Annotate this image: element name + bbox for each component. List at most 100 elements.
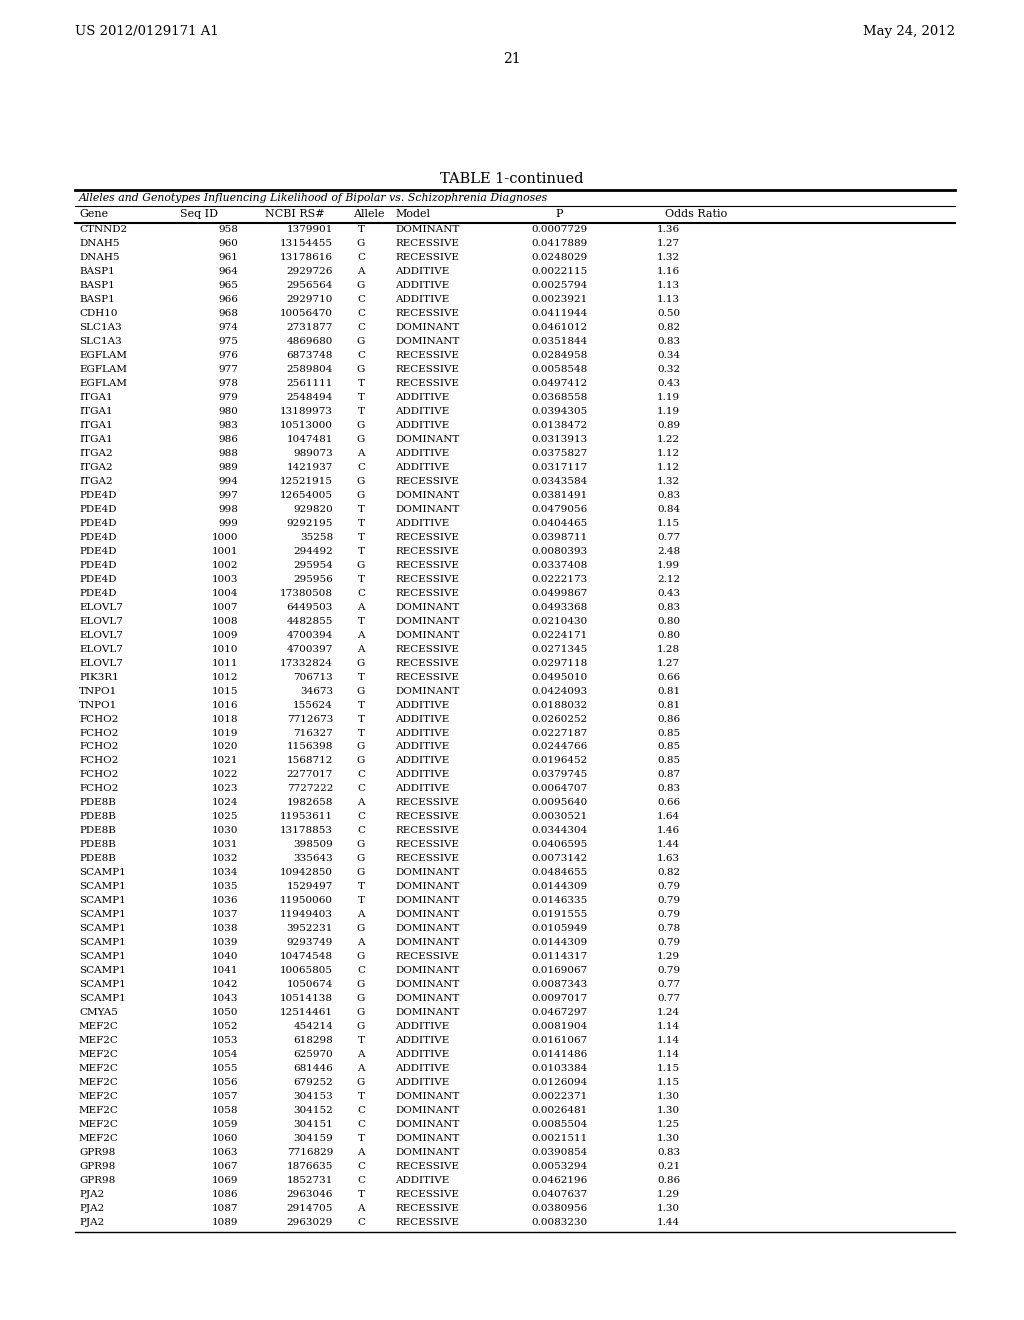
Text: 304152: 304152 xyxy=(293,1106,333,1115)
Text: 0.0351844: 0.0351844 xyxy=(531,337,588,346)
Text: ADDITIVE: ADDITIVE xyxy=(395,1051,450,1059)
Text: 980: 980 xyxy=(218,407,238,416)
Text: 979: 979 xyxy=(218,393,238,401)
Text: 0.82: 0.82 xyxy=(656,323,680,331)
Text: 0.0064707: 0.0064707 xyxy=(531,784,588,793)
Text: SCAMP1: SCAMP1 xyxy=(79,882,126,891)
Text: 0.43: 0.43 xyxy=(656,589,680,598)
Text: 1.15: 1.15 xyxy=(656,1078,680,1088)
Text: 0.0398711: 0.0398711 xyxy=(531,533,588,541)
Text: T: T xyxy=(357,673,365,681)
Text: G: G xyxy=(356,869,366,878)
Text: 0.82: 0.82 xyxy=(656,869,680,878)
Text: 7712673: 7712673 xyxy=(287,714,333,723)
Text: 0.79: 0.79 xyxy=(656,939,680,948)
Text: 1055: 1055 xyxy=(212,1064,238,1073)
Text: 0.21: 0.21 xyxy=(656,1162,680,1171)
Text: 1050674: 1050674 xyxy=(287,981,333,989)
Text: 1059: 1059 xyxy=(212,1121,238,1129)
Text: 1010: 1010 xyxy=(212,644,238,653)
Text: C: C xyxy=(357,1106,365,1115)
Text: 968: 968 xyxy=(218,309,238,318)
Text: 618298: 618298 xyxy=(293,1036,333,1045)
Text: 0.0368558: 0.0368558 xyxy=(531,393,588,401)
Text: 988: 988 xyxy=(218,449,238,458)
Text: 1.46: 1.46 xyxy=(656,826,680,836)
Text: 1.25: 1.25 xyxy=(656,1121,680,1129)
Text: 1031: 1031 xyxy=(212,841,238,849)
Text: ELOVL7: ELOVL7 xyxy=(79,644,123,653)
Text: 155624: 155624 xyxy=(293,701,333,710)
Text: PIK3R1: PIK3R1 xyxy=(79,673,119,681)
Text: 1009: 1009 xyxy=(212,631,238,640)
Text: 0.0021511: 0.0021511 xyxy=(531,1134,588,1143)
Text: G: G xyxy=(356,561,366,570)
Text: DOMINANT: DOMINANT xyxy=(395,491,460,500)
Text: ITGA1: ITGA1 xyxy=(79,393,113,401)
Text: RECESSIVE: RECESSIVE xyxy=(395,854,459,863)
Text: 0.0390854: 0.0390854 xyxy=(531,1148,588,1158)
Text: 2963046: 2963046 xyxy=(287,1191,333,1199)
Text: ADDITIVE: ADDITIVE xyxy=(395,421,450,430)
Text: 2561111: 2561111 xyxy=(287,379,333,388)
Text: 1037: 1037 xyxy=(212,911,238,919)
Text: DOMINANT: DOMINANT xyxy=(395,1106,460,1115)
Text: ADDITIVE: ADDITIVE xyxy=(395,463,450,471)
Text: T: T xyxy=(357,407,365,416)
Text: DOMINANT: DOMINANT xyxy=(395,939,460,948)
Text: 2914705: 2914705 xyxy=(287,1204,333,1213)
Text: 1.16: 1.16 xyxy=(656,267,680,276)
Text: CMYA5: CMYA5 xyxy=(79,1008,118,1018)
Text: 1.28: 1.28 xyxy=(656,644,680,653)
Text: ITGA1: ITGA1 xyxy=(79,421,113,430)
Text: 1.99: 1.99 xyxy=(656,561,680,570)
Text: 21: 21 xyxy=(503,51,521,66)
Text: 1023: 1023 xyxy=(212,784,238,793)
Text: 2731877: 2731877 xyxy=(287,323,333,331)
Text: Odds Ratio: Odds Ratio xyxy=(665,209,727,219)
Text: MEF2C: MEF2C xyxy=(79,1106,119,1115)
Text: RECESSIVE: RECESSIVE xyxy=(395,659,459,668)
Text: C: C xyxy=(357,351,365,360)
Text: 4700397: 4700397 xyxy=(287,644,333,653)
Text: Model: Model xyxy=(395,209,430,219)
Text: 0.0411944: 0.0411944 xyxy=(531,309,588,318)
Text: ELOVL7: ELOVL7 xyxy=(79,616,123,626)
Text: 0.0196452: 0.0196452 xyxy=(531,756,588,766)
Text: 10065805: 10065805 xyxy=(280,966,333,975)
Text: 1056: 1056 xyxy=(212,1078,238,1088)
Text: 0.0097017: 0.0097017 xyxy=(531,994,588,1003)
Text: 0.0138472: 0.0138472 xyxy=(531,421,588,430)
Text: PDE8B: PDE8B xyxy=(79,826,116,836)
Text: TABLE 1-continued: TABLE 1-continued xyxy=(440,172,584,186)
Text: C: C xyxy=(357,309,365,318)
Text: 0.0083230: 0.0083230 xyxy=(531,1218,588,1228)
Text: 625970: 625970 xyxy=(293,1051,333,1059)
Text: T: T xyxy=(357,729,365,738)
Text: G: G xyxy=(356,1022,366,1031)
Text: T: T xyxy=(357,1134,365,1143)
Text: RECESSIVE: RECESSIVE xyxy=(395,589,459,598)
Text: 0.0146335: 0.0146335 xyxy=(531,896,588,906)
Text: 1069: 1069 xyxy=(212,1176,238,1185)
Text: C: C xyxy=(357,771,365,779)
Text: SCAMP1: SCAMP1 xyxy=(79,966,126,975)
Text: 0.0095640: 0.0095640 xyxy=(531,799,588,808)
Text: 1000: 1000 xyxy=(212,533,238,541)
Text: 1156398: 1156398 xyxy=(287,742,333,751)
Text: PJA2: PJA2 xyxy=(79,1204,104,1213)
Text: G: G xyxy=(356,756,366,766)
Text: FCHO2: FCHO2 xyxy=(79,729,119,738)
Text: PJA2: PJA2 xyxy=(79,1218,104,1228)
Text: ITGA2: ITGA2 xyxy=(79,449,113,458)
Text: 0.83: 0.83 xyxy=(656,491,680,500)
Text: T: T xyxy=(357,714,365,723)
Text: PDE8B: PDE8B xyxy=(79,841,116,849)
Text: 0.0224171: 0.0224171 xyxy=(531,631,588,640)
Text: 4869680: 4869680 xyxy=(287,337,333,346)
Text: 0.0424093: 0.0424093 xyxy=(531,686,588,696)
Text: C: C xyxy=(357,294,365,304)
Text: PDE4D: PDE4D xyxy=(79,574,117,583)
Text: 999: 999 xyxy=(218,519,238,528)
Text: 974: 974 xyxy=(218,323,238,331)
